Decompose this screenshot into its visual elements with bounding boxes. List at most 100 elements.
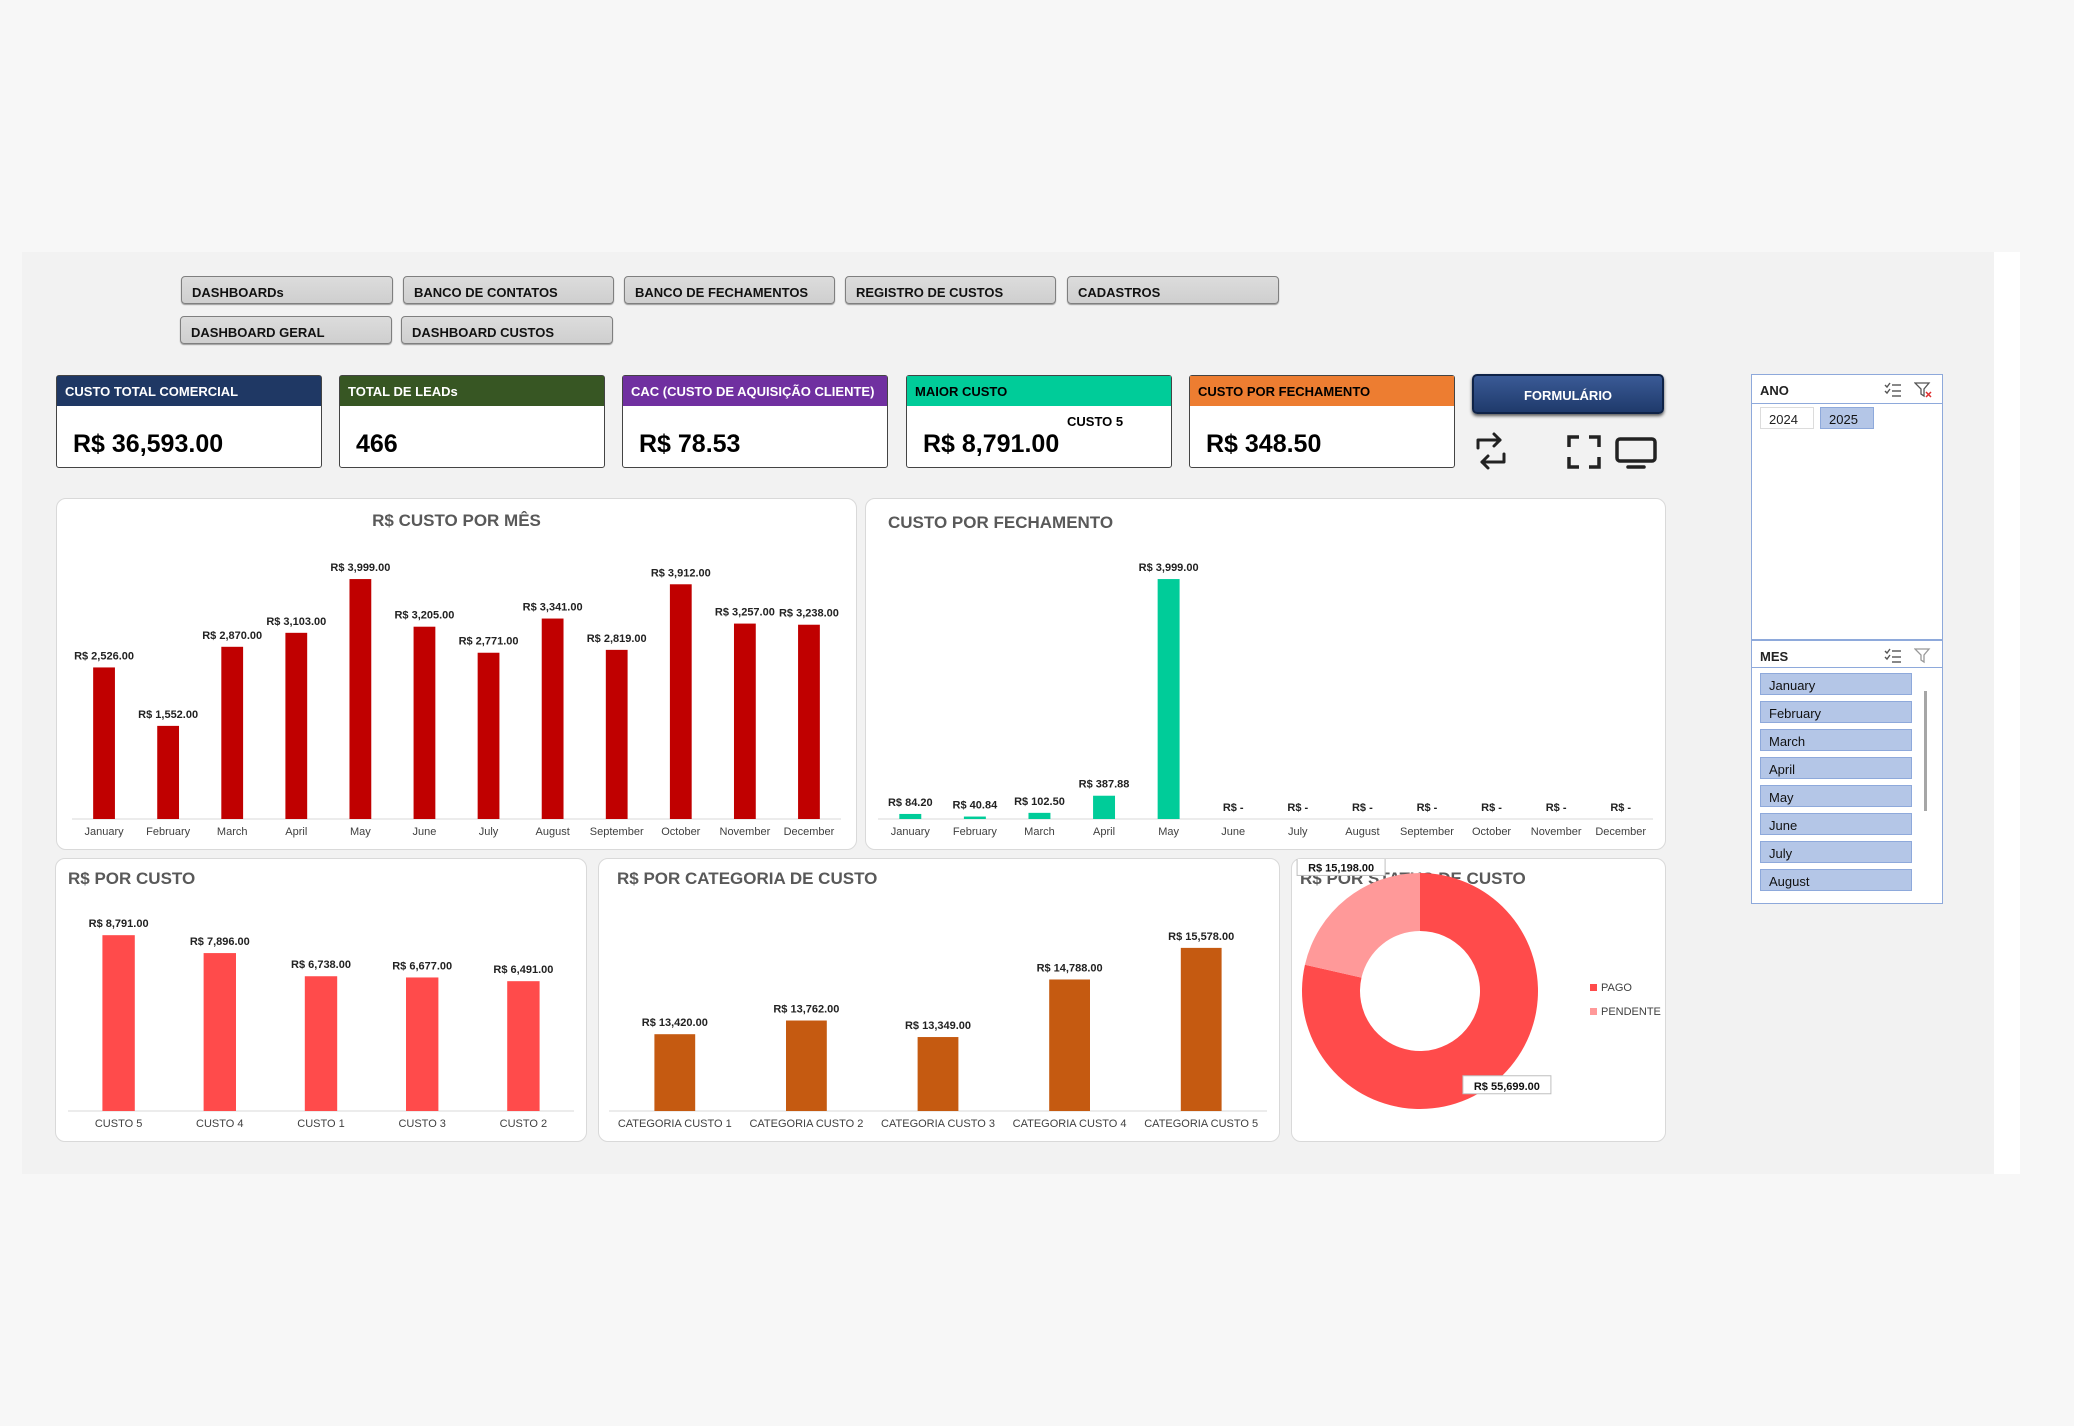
pie-slice [1304, 873, 1420, 978]
data-label: R$ 2,819.00 [587, 633, 647, 645]
bar-chart: R$ 13,420.00 CATEGORIA CUSTO 1 R$ 13,762.0… [609, 931, 1267, 1130]
nav-banco-fechamentos-button[interactable]: BANCO DE FECHAMENTOS [624, 276, 835, 304]
kpi-maior-custo: MAIOR CUSTO CUSTO 5 R$ 8,791.00 [906, 375, 1172, 468]
tick-label: October [661, 826, 700, 838]
bar [285, 632, 308, 819]
tick-label: December [1595, 826, 1646, 838]
slicer-item-month[interactable]: March [1760, 729, 1912, 751]
tick-label: September [1400, 826, 1454, 838]
pie-slice [1302, 873, 1538, 1109]
bar [917, 1037, 959, 1111]
bar [1093, 795, 1116, 819]
bar [413, 626, 436, 819]
kpi-title: TOTAL DE LEADs [340, 376, 604, 406]
tick-label: June [413, 826, 437, 838]
sheet-right-margin [1994, 252, 2020, 1174]
bar [477, 652, 500, 819]
chart-title: R$ POR CUSTO [68, 869, 196, 888]
refresh-icon[interactable] [1470, 430, 1512, 472]
data-label: R$ 2,870.00 [202, 630, 262, 642]
tick-label: CATEGORIA CUSTO 2 [749, 1118, 863, 1130]
tick-label: February [146, 826, 191, 838]
slicer-item-month[interactable]: April [1760, 757, 1912, 779]
nav-dashboard-custos-button[interactable]: DASHBOARD CUSTOS [401, 316, 613, 344]
tick-label: March [217, 826, 248, 838]
chart-custo-por-fechamento: CUSTO POR FECHAMENTO R$ 84.20 January R$ 4… [865, 498, 1666, 850]
tick-label: March [1024, 826, 1055, 838]
bar-chart: R$ 2,526.00 January R$ 1,552.00 February R$ … [72, 562, 841, 838]
bar [669, 584, 692, 819]
data-label: R$ 6,738.00 [291, 959, 351, 971]
tick-label: December [784, 826, 835, 838]
formulario-button[interactable]: FORMULÁRIO [1472, 374, 1664, 414]
chart-por-categoria: R$ POR CATEGORIA DE CUSTO R$ 13,420.00 CA… [598, 858, 1280, 1142]
slicer-item-2024[interactable]: 2024 [1760, 407, 1814, 429]
bar [157, 725, 180, 819]
bar [541, 618, 564, 819]
bar [786, 1020, 827, 1111]
tick-label: CATEGORIA CUSTO 1 [618, 1118, 732, 1130]
data-label: R$ 102.50 [1014, 796, 1065, 808]
data-label: R$ 14,788.00 [1037, 962, 1103, 974]
kpi-value: R$ 8,791.00 [923, 430, 1060, 458]
tick-label: May [350, 826, 371, 838]
legend-label: PENDENTE [1601, 1006, 1661, 1018]
data-label: R$ 6,677.00 [392, 960, 452, 972]
data-label: R$ 3,912.00 [651, 567, 711, 579]
nav-dashboards-button[interactable]: DASHBOARDs [181, 276, 393, 304]
data-label: R$ 84.20 [888, 797, 933, 809]
kpi-total-leads: TOTAL DE LEADs 466 [339, 375, 605, 468]
kpi-title: CUSTO POR FECHAMENTO [1190, 376, 1454, 406]
bar [406, 977, 439, 1111]
bar [899, 813, 922, 819]
slicer-item-month[interactable]: August [1760, 869, 1912, 891]
bar [507, 981, 540, 1111]
data-label: R$ 2,771.00 [459, 636, 519, 648]
slicer-item-month[interactable]: February [1760, 701, 1912, 723]
data-label: R$ 1,552.00 [138, 709, 198, 721]
tick-label: February [953, 826, 998, 838]
tick-label: October [1472, 826, 1511, 838]
slicer-item-month[interactable]: May [1760, 785, 1912, 807]
nav-banco-contatos-button[interactable]: BANCO DE CONTATOS [403, 276, 614, 304]
data-label: R$ 3,103.00 [266, 616, 326, 628]
tick-label: April [1093, 826, 1115, 838]
bar [798, 624, 820, 819]
slicer-item-month[interactable]: June [1760, 813, 1912, 835]
bar-chart: R$ 8,791.00 CUSTO 5 R$ 7,896.00 CUSTO 4 R$ 6… [68, 918, 574, 1130]
nav-cadastros-button[interactable]: CADASTROS [1067, 276, 1279, 304]
slicer-scrollbar[interactable] [1924, 691, 1927, 811]
kpi-value: R$ 348.50 [1206, 430, 1322, 458]
bar [203, 953, 236, 1111]
slicer-item-month[interactable]: July [1760, 841, 1912, 863]
bar [733, 623, 756, 819]
data-label: R$ - [1481, 802, 1502, 814]
tick-label: July [479, 826, 499, 838]
tick-label: November [1531, 826, 1582, 838]
slicer-item-2025[interactable]: 2025 [1820, 407, 1874, 429]
tick-label: August [536, 826, 570, 838]
bar [605, 649, 628, 819]
multi-select-icon[interactable] [1884, 647, 1902, 665]
tick-label: CUSTO 5 [95, 1118, 142, 1130]
tick-label: November [720, 826, 771, 838]
clear-filter-icon[interactable] [1913, 381, 1932, 399]
nav-registro-custos-button[interactable]: REGISTRO DE CUSTOS [845, 276, 1056, 304]
slicer-item-month[interactable]: January [1760, 673, 1912, 695]
monitor-icon[interactable] [1614, 436, 1658, 470]
data-label: R$ - [1223, 802, 1244, 814]
legend-swatch [1590, 984, 1597, 991]
data-label: R$ - [1352, 802, 1373, 814]
filter-icon[interactable] [1913, 647, 1932, 665]
multi-select-icon[interactable] [1884, 381, 1902, 399]
data-label: R$ 15,198.00 [1308, 862, 1374, 874]
fullscreen-icon[interactable] [1566, 434, 1602, 470]
kpi-value: 466 [356, 430, 398, 458]
nav-dashboard-geral-button[interactable]: DASHBOARD GERAL [180, 316, 392, 344]
data-label: R$ 8,791.00 [89, 918, 149, 930]
data-label: R$ 3,238.00 [779, 608, 839, 620]
bar [349, 579, 372, 819]
data-label: R$ - [1287, 802, 1308, 814]
chart-por-status: R$ POR STATUS DE CUSTO R$ 55,699.00R$ 15… [1291, 858, 1666, 1142]
data-label: R$ 40.84 [953, 800, 999, 812]
